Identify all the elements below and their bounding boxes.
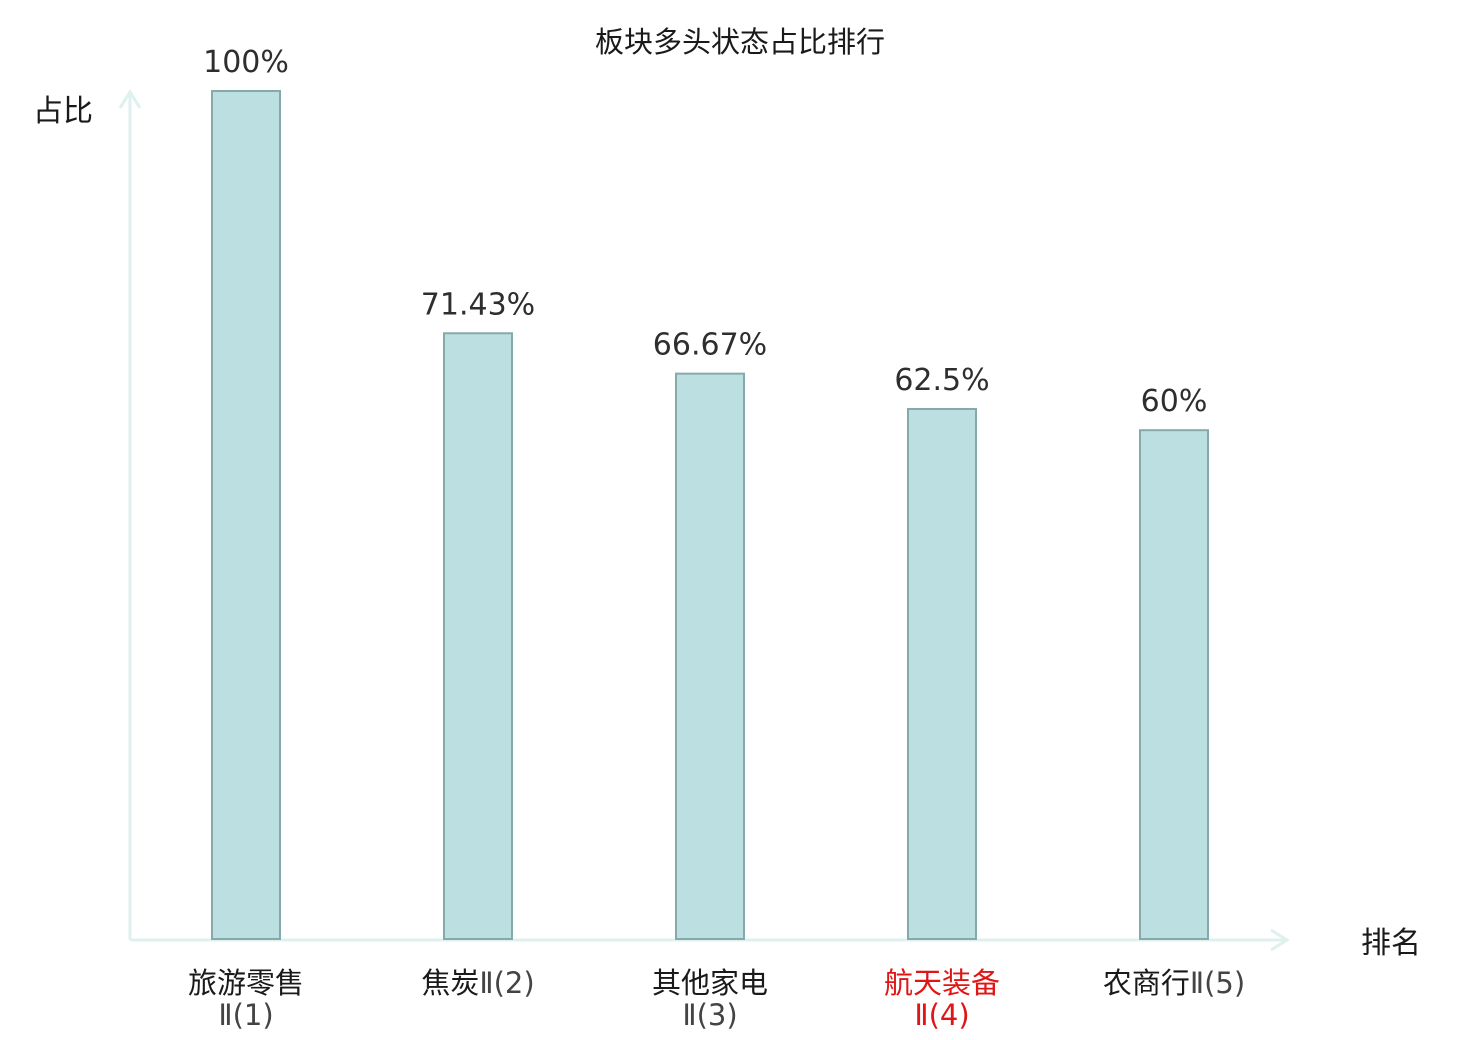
x-tick-label-2-suffix: Ⅱ(2) (479, 966, 534, 1000)
bar-5 (1139, 429, 1209, 940)
value-labels-group: 100% 71.43% 66.67% 62.5% 60% (203, 45, 1207, 419)
x-tick-label-5: 农商行Ⅱ(5) (1103, 966, 1245, 1000)
bar-2 (443, 332, 513, 940)
chart-title: 板块多头状态占比排行 (595, 25, 885, 59)
x-tick-label-5-name: 农商行 (1103, 966, 1190, 1000)
x-tick-label-1-suffix: Ⅱ(1) (218, 998, 273, 1032)
x-tick-label-3-suffix: Ⅱ(3) (682, 998, 737, 1032)
y-axis-title: 占比 (33, 94, 93, 129)
x-tick-label-4-suffix: Ⅱ(4) (914, 998, 969, 1032)
value-label-5: 60% (1141, 384, 1208, 419)
x-tick-label-1-name: 旅游零售 (188, 966, 304, 1000)
x-tick-label-2: 焦炭Ⅱ(2) (421, 966, 534, 1000)
x-tick-label-5-suffix: Ⅱ(5) (1190, 966, 1245, 1000)
y-axis-arrow-icon (118, 89, 142, 109)
x-tick-label-3-name: 其他家电 (652, 966, 768, 1000)
bar-4 (907, 408, 977, 940)
x-tick-label-4-name: 航天装备 (884, 966, 1000, 1000)
bar-1 (211, 90, 281, 940)
x-axis-title: 排名 (1361, 926, 1421, 961)
value-label-4: 62.5% (894, 363, 989, 398)
x-tick-label-2-name: 焦炭 (421, 966, 479, 1000)
bar-3 (675, 372, 745, 940)
x-axis-arrow-icon (1270, 928, 1290, 952)
value-label-1: 100% (203, 45, 289, 80)
value-label-2: 71.43% (421, 287, 535, 322)
value-label-3: 66.67% (653, 328, 767, 363)
bars-group (211, 90, 1209, 940)
